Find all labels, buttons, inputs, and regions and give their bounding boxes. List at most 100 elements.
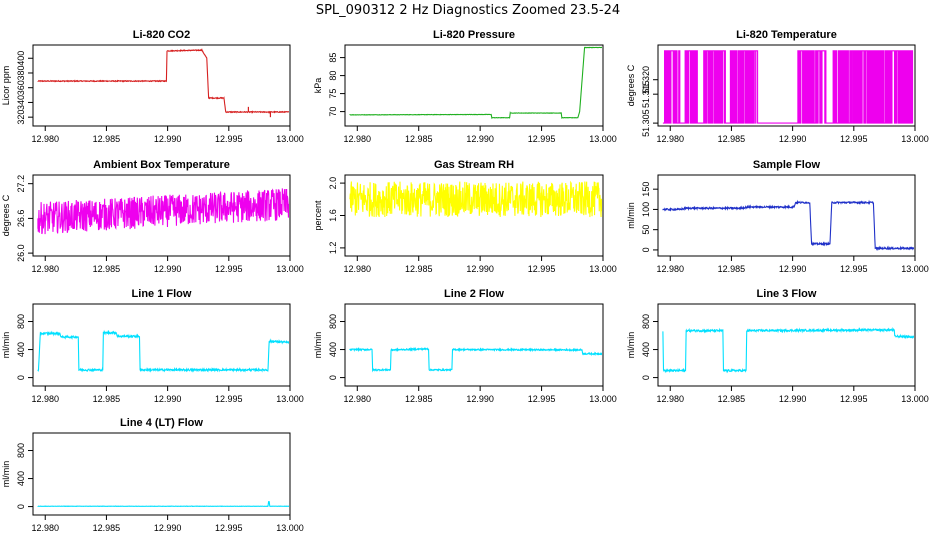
x-tick-label: 13.000 (589, 134, 617, 144)
y-tick-label: 70 (328, 107, 338, 117)
x-tick-label: 12.990 (154, 134, 182, 144)
x-tick-label: 12.980 (31, 394, 59, 404)
y-axis-label: degrees C (1, 194, 11, 236)
x-tick-label: 12.990 (779, 394, 807, 404)
x-tick-label: 12.985 (93, 394, 121, 404)
x-tick-label: 13.000 (276, 523, 304, 533)
x-tick-label: 12.995 (528, 134, 556, 144)
chart-title: Li-820 Temperature (736, 29, 837, 41)
x-tick-label: 13.000 (901, 264, 929, 274)
chart-panel: Line 1 Flow ml/min 12.980 12.985 12.990 12.99… (1, 288, 304, 404)
plot-frame (344, 303, 604, 387)
chart-panel: Gas Stream RH percent 12.980 12.985 12.990 12… (313, 159, 617, 274)
x-tick-label: 12.995 (215, 523, 243, 533)
x-tick-label: 13.000 (589, 394, 617, 404)
x-tick-label: 13.000 (276, 264, 304, 274)
chart-panel: Li-820 Pressure kPa 12.980 12.985 12.990 12.9… (313, 29, 617, 144)
y-axis-label: ml/min (1, 332, 11, 359)
y-axis-label: Licor ppm (1, 66, 11, 106)
x-tick-label: 12.985 (405, 264, 433, 274)
plot-frame (32, 174, 291, 257)
series-line (37, 188, 289, 235)
y-tick-label: 400 (16, 342, 26, 357)
y-tick-label: 75 (328, 89, 338, 99)
x-tick-label: 12.985 (718, 394, 746, 404)
x-tick-label: 12.995 (840, 134, 868, 144)
chart-panel: Li-820 Temperature degrees C 12.980 12.985 1… (626, 29, 929, 144)
plot-frame (32, 432, 291, 516)
chart-panel: Sample Flow ml/min 12.980 12.985 12.990 12.99… (626, 159, 929, 274)
y-tick-label: 85 (328, 53, 338, 63)
x-tick-label: 12.990 (466, 134, 494, 144)
chart-title: Line 2 Flow (444, 288, 504, 300)
x-tick-label: 13.000 (589, 264, 617, 274)
y-axis-label: ml/min (626, 332, 636, 359)
chart-title: Li-820 Pressure (433, 29, 515, 41)
x-tick-label: 12.990 (154, 523, 182, 533)
y-axis-label: ml/min (1, 461, 11, 488)
x-tick-label: 12.990 (466, 264, 494, 274)
y-axis-label: ml/min (626, 202, 636, 229)
x-tick-label: 12.985 (718, 264, 746, 274)
plot-frame (32, 44, 291, 127)
series-line (349, 180, 602, 218)
y-tick-label: 50 (641, 225, 651, 235)
x-tick-label: 12.990 (779, 264, 807, 274)
x-tick-label: 12.980 (344, 264, 372, 274)
y-tick-label: 51.305 (641, 109, 651, 137)
y-axis-label: ml/min (313, 332, 323, 359)
chart-title: Line 3 Flow (757, 288, 817, 300)
plot-frame (657, 44, 916, 127)
y-tick-label: 400 (641, 342, 651, 357)
chart-panel: Line 3 Flow ml/min 12.980 12.985 12.990 12.99… (626, 288, 929, 404)
chart-title: Gas Stream RH (434, 159, 514, 171)
x-tick-label: 12.990 (154, 264, 182, 274)
y-tick-label: 800 (16, 314, 26, 329)
y-tick-label: 380 (16, 65, 26, 80)
y-tick-label: 51.320 (641, 66, 651, 94)
y-tick-label: 51.315 (641, 80, 651, 108)
chart-panel: Line 2 Flow ml/min 12.980 12.985 12.990 12.99… (313, 288, 617, 404)
y-tick-label: 26.0 (16, 244, 26, 262)
page-title: SPL_090312 2 Hz Diagnostics Zoomed 23.5-… (315, 3, 621, 18)
y-tick-label: 0 (16, 504, 26, 509)
chart-panel: Li-820 CO2 Licor ppm 12.980 12.985 12.990 12.… (1, 29, 304, 144)
y-tick-label: 26.6 (16, 210, 26, 228)
y-tick-label: 340 (16, 95, 26, 110)
chart-panel: Ambient Box Temperature degrees C 12.980 12… (1, 159, 304, 274)
x-tick-label: 12.995 (528, 394, 556, 404)
y-tick-label: 800 (641, 314, 651, 329)
x-tick-label: 12.980 (344, 134, 372, 144)
y-tick-label: 150 (641, 182, 651, 197)
series-line (349, 46, 602, 120)
series-line (37, 48, 289, 114)
y-tick-label: 1.6 (328, 209, 338, 222)
y-axis-label: kPa (313, 78, 323, 94)
y-tick-label: 800 (16, 443, 26, 458)
y-tick-label: 80 (328, 71, 338, 81)
y-tick-label: 400 (16, 471, 26, 486)
x-tick-label: 12.985 (718, 134, 746, 144)
plot-frame (344, 44, 604, 127)
chart-panel: Line 4 (LT) Flow ml/min 12.980 12.985 12.990… (1, 417, 304, 533)
plot-frame (657, 303, 916, 387)
x-tick-label: 12.990 (154, 394, 182, 404)
x-tick-label: 12.985 (93, 523, 121, 533)
x-tick-label: 12.980 (656, 394, 684, 404)
y-tick-label: 400 (328, 342, 338, 357)
x-tick-label: 13.000 (276, 394, 304, 404)
y-tick-label: 800 (328, 314, 338, 329)
x-tick-label: 13.000 (901, 394, 929, 404)
y-tick-label: 400 (16, 51, 26, 66)
y-axis-label: degrees C (626, 64, 636, 106)
x-tick-label: 12.980 (31, 134, 59, 144)
y-tick-label: 360 (16, 80, 26, 95)
plot-frame (32, 303, 291, 387)
y-tick-label: 0 (16, 375, 26, 380)
x-tick-label: 12.980 (344, 394, 372, 404)
x-tick-label: 12.995 (840, 264, 868, 274)
x-tick-label: 12.980 (31, 523, 59, 533)
x-tick-label: 12.995 (215, 394, 243, 404)
chart-title: Ambient Box Temperature (93, 159, 230, 171)
